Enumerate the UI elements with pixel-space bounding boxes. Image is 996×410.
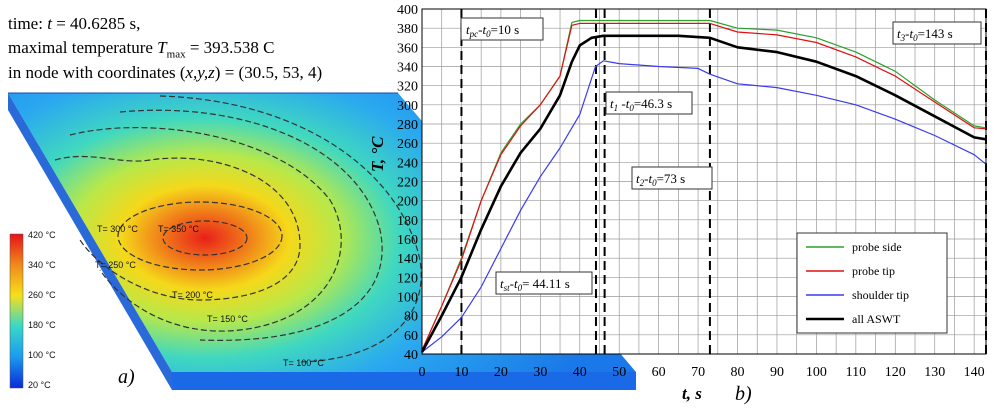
series-line-all-aswt xyxy=(420,34,987,353)
y-tick-label: 60 xyxy=(404,329,418,344)
y-tick-label: 180 xyxy=(397,214,418,229)
time-readout: time: t = 40.6285 s, xyxy=(8,14,141,33)
colorbar xyxy=(9,233,24,389)
isotherm-label-100: T= 100 °C xyxy=(283,358,324,368)
svg-text:tpc-t0=10 s: tpc-t0=10 s xyxy=(466,22,519,39)
legend-label: all ASWT xyxy=(852,312,901,326)
legend-label: probe tip xyxy=(852,264,895,278)
colorbar-label: 20 °C xyxy=(28,380,51,390)
panel-a-label: a) xyxy=(118,366,135,388)
y-tick-label: 220 xyxy=(397,176,418,191)
svg-text:t2-t0=73 s: t2-t0=73 s xyxy=(636,171,685,188)
annotation-t1: t1 -t0=46.3 s xyxy=(605,91,693,115)
y-tick-label: 380 xyxy=(397,22,418,37)
max-temperature-readout: maximal temperature Tmax = 393.538 C xyxy=(8,38,275,61)
annotation-tpc: tpc-t0=10 s xyxy=(460,17,544,41)
x-tick-label: 60 xyxy=(652,365,666,380)
series-line-probe-tip xyxy=(421,22,987,351)
series-lines xyxy=(420,19,987,353)
svg-text:tst-t0= 44.11 s: tst-t0= 44.11 s xyxy=(500,276,570,293)
y-axis-label: T, °C xyxy=(368,136,387,172)
isotherm-label-250: T= 250 °C xyxy=(95,260,136,270)
x-tick-label: 120 xyxy=(885,365,906,380)
x-tick-label: 30 xyxy=(533,365,547,380)
isotherm-labels: T= 350 °C T= 300 °C T= 250 °C T= 200 °C … xyxy=(95,224,324,368)
x-tick-label: 40 xyxy=(573,365,587,380)
panel-b-label: b) xyxy=(735,383,752,405)
y-tick-label: 340 xyxy=(397,61,418,76)
colorbar-label: 260 °C xyxy=(28,290,56,300)
legend-label: shoulder tip xyxy=(852,288,909,302)
node-coordinates-readout: in node with coordinates (x,y,z) = (30.5… xyxy=(8,63,323,82)
y-tick-label: 120 xyxy=(397,271,418,286)
x-tick-label: 140 xyxy=(964,365,985,380)
isotherm-label-350: T= 350 °C xyxy=(158,224,199,234)
y-tick-label: 100 xyxy=(397,291,418,306)
y-tick-label: 300 xyxy=(397,99,418,114)
y-tick-label: 160 xyxy=(397,233,418,248)
y-tick-label: 40 xyxy=(404,348,418,363)
isotherm-label-150: T= 150 °C xyxy=(207,314,248,324)
y-tick-label: 280 xyxy=(397,118,418,133)
x-tick-label: 130 xyxy=(924,365,945,380)
x-tick-label: 20 xyxy=(494,365,508,380)
y-tick-label: 360 xyxy=(397,41,418,56)
plot-frame xyxy=(421,8,987,355)
legend-label: probe side xyxy=(852,240,902,254)
colorbar-label: 100 °C xyxy=(28,350,56,360)
svg-text:t1 -t0=46.3 s: t1 -t0=46.3 s xyxy=(610,96,672,113)
y-tick-label: 260 xyxy=(397,137,418,152)
colorbar-label: 420 °C xyxy=(28,230,56,240)
y-tick-label: 400 xyxy=(397,3,418,18)
colorbar-label: 180 °C xyxy=(28,320,56,330)
x-axis-label: t, s xyxy=(682,384,702,403)
y-tick-label: 140 xyxy=(397,252,418,267)
x-tick-label: 100 xyxy=(806,365,827,380)
isotherm-label-300: T= 300 °C xyxy=(97,224,138,234)
x-tick-label: 90 xyxy=(770,365,784,380)
x-tick-label: 110 xyxy=(846,365,866,380)
x-tick-labels: 0 10 20 30 40 50 60 70 80 90 100 110 120 130 140 xyxy=(419,365,985,380)
y-tick-label: 240 xyxy=(397,156,418,171)
colorbar-label: 340 °C xyxy=(28,260,56,270)
x-tick-label: 10 xyxy=(454,365,468,380)
x-tick-label: 80 xyxy=(731,365,745,380)
svg-text:t3-t0=143 s: t3-t0=143 s xyxy=(897,26,953,43)
series-line-shoulder-tip xyxy=(421,60,987,353)
annotation-t3: t3-t0=143 s xyxy=(892,21,982,45)
y-tick-label: 80 xyxy=(404,310,418,325)
annotation-tst: tst-t0= 44.11 s xyxy=(495,271,593,295)
x-tick-label: 50 xyxy=(612,365,626,380)
colorbar-labels: 420 °C 340 °C 260 °C 180 °C 100 °C 20 °C xyxy=(28,230,56,390)
y-tick-labels: 40 60 80 100 120 140 160 180 200 220 240 260 280 300 3… xyxy=(397,3,418,363)
x-tick-label: 70 xyxy=(691,365,705,380)
annotation-t2: t2-t0=73 s xyxy=(631,166,713,190)
x-tick-label: 0 xyxy=(419,365,426,380)
y-tick-label: 320 xyxy=(397,80,418,95)
legend: probe side probe tip shoulder tip all ASWT xyxy=(796,232,948,334)
y-tick-label: 200 xyxy=(397,195,418,210)
isotherm-label-200: T= 200 °C xyxy=(172,290,213,300)
